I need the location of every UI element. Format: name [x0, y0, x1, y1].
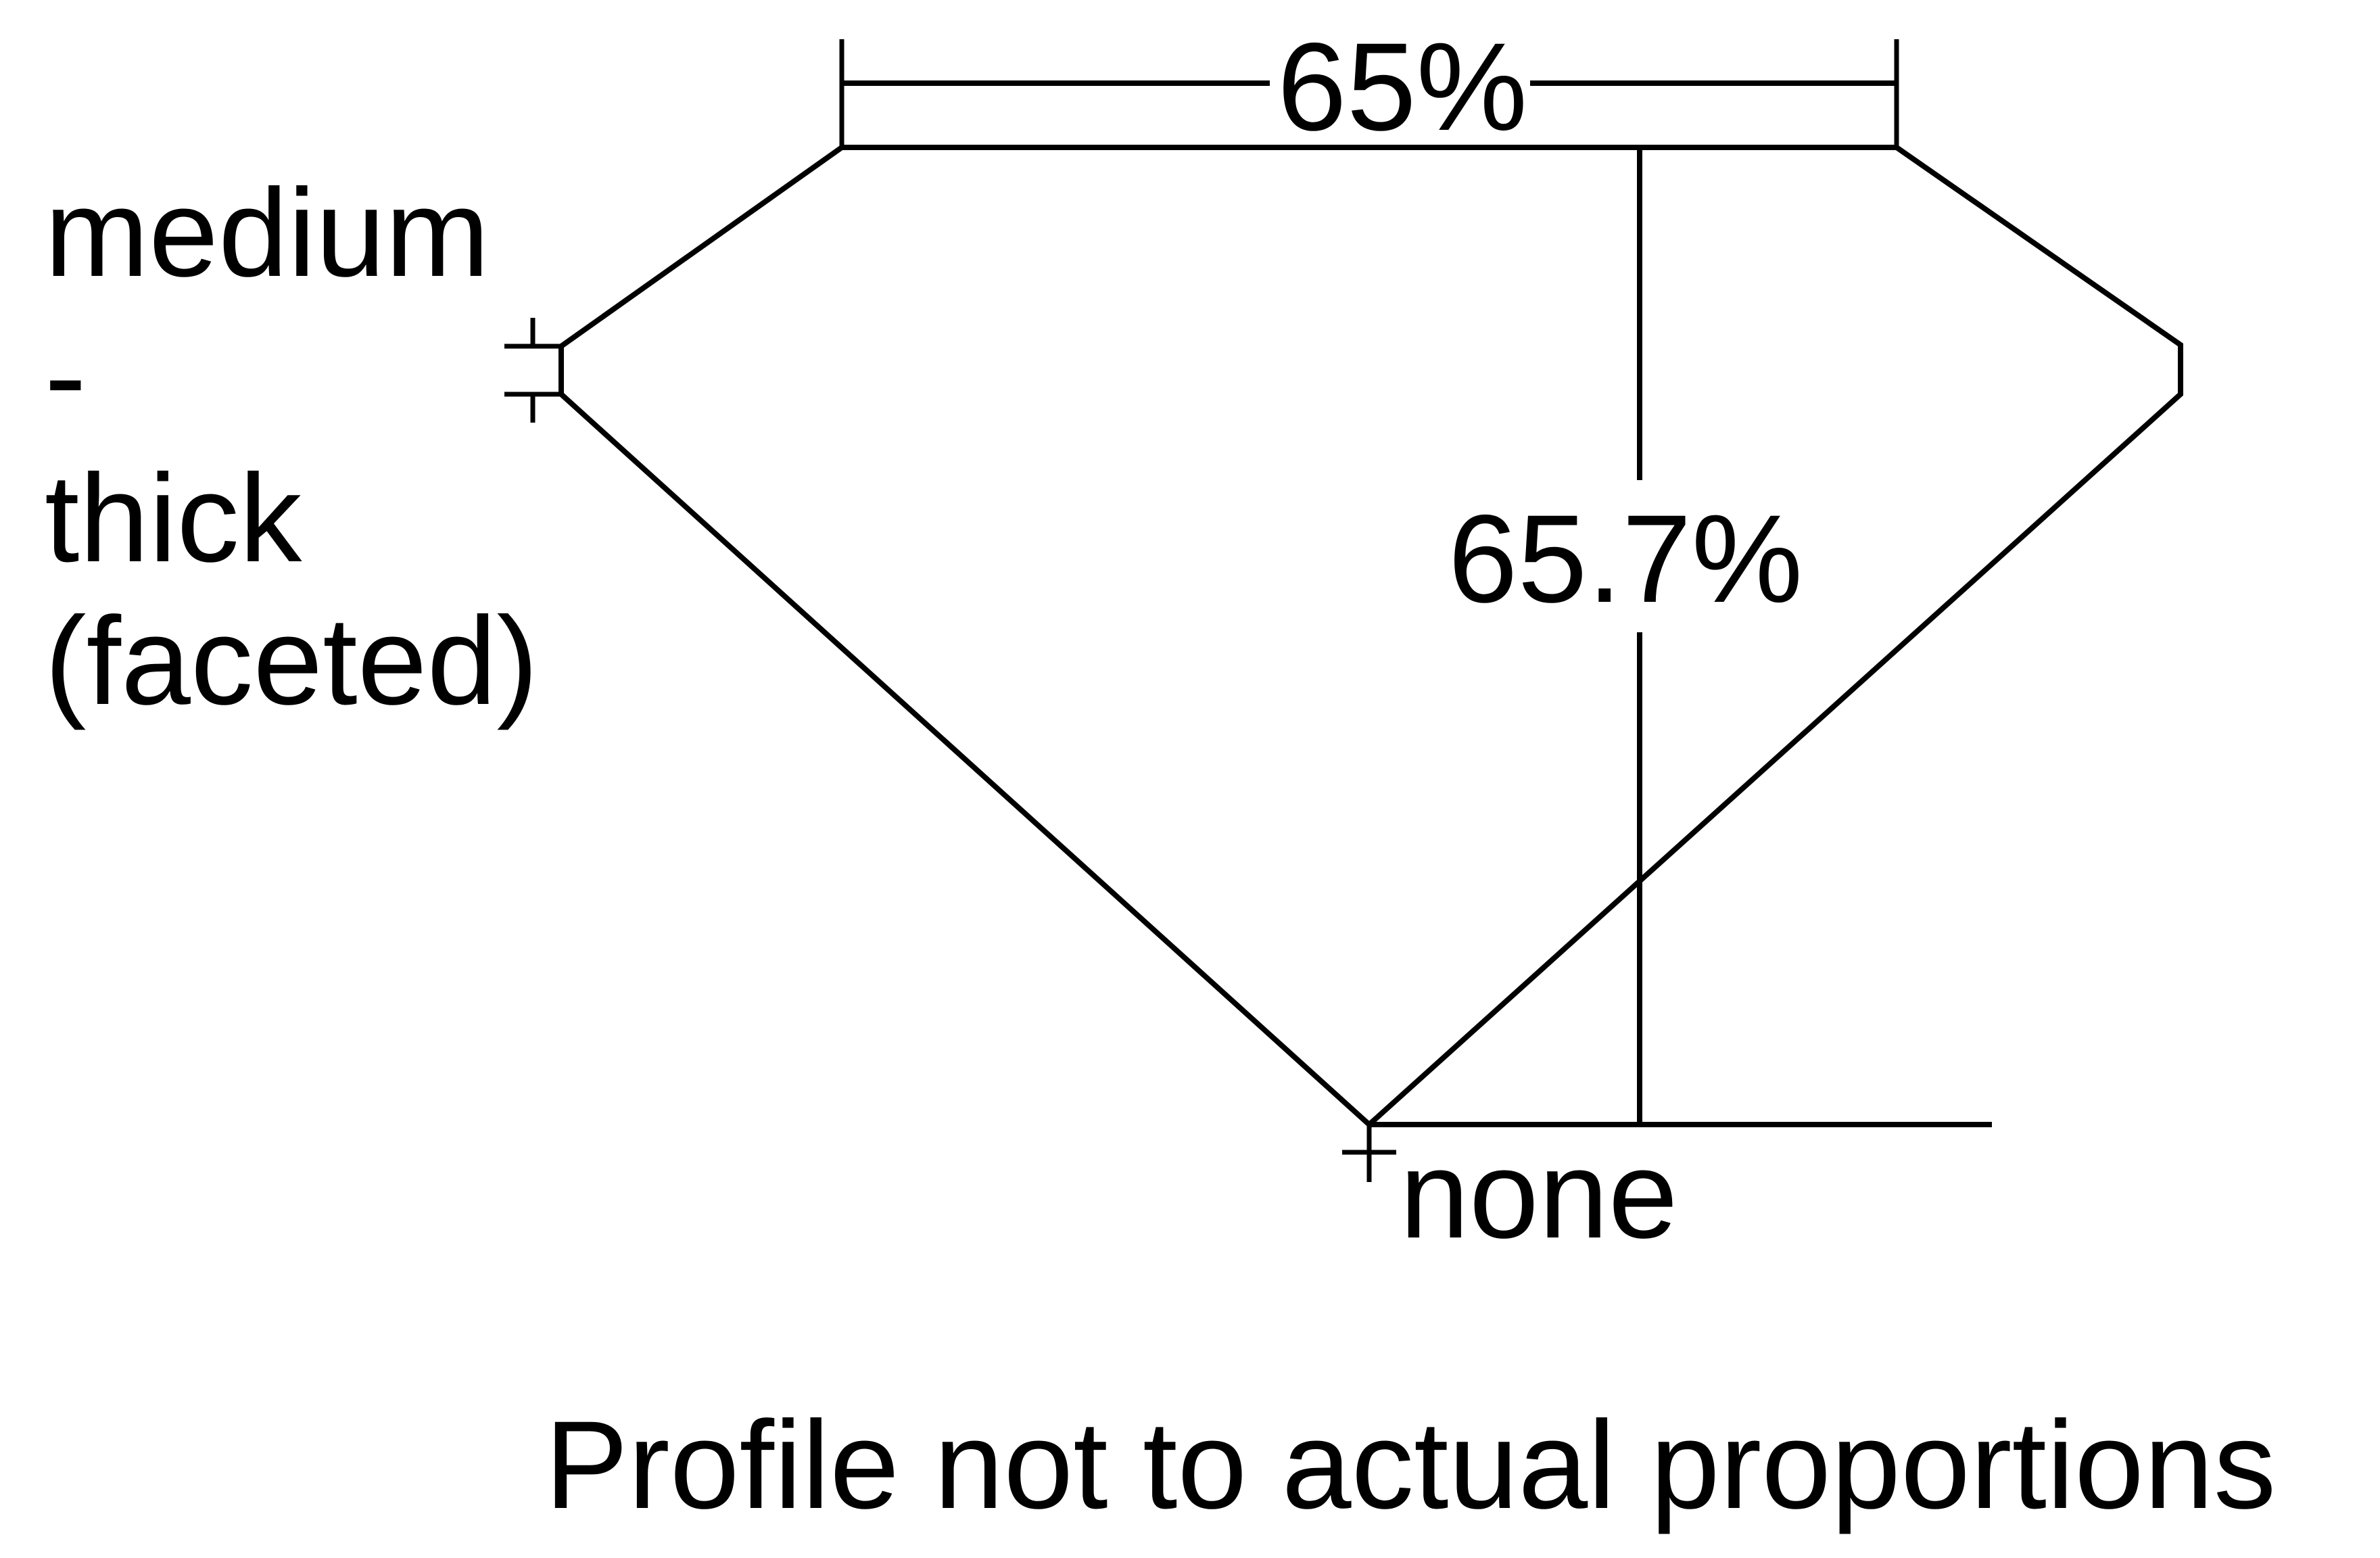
caption: Profile not to actual proportions [545, 1396, 2277, 1535]
depth-dimension: 65.7% [1448, 147, 1803, 1125]
table-width-dimension: 65% [839, 18, 1899, 157]
culet-label: none [1400, 1125, 1678, 1265]
girdle-label-line-1: medium [45, 164, 490, 303]
girdle-label-line-4: (faceted) [45, 592, 538, 731]
girdle-label-line-2: - [45, 306, 87, 446]
table-width-label: 65% [1277, 18, 1527, 157]
culet-marker: none [1342, 1122, 1992, 1265]
girdle-label: medium - thick (faceted) [45, 164, 538, 731]
depth-label: 65.7% [1448, 490, 1803, 629]
girdle-dimension [504, 318, 561, 423]
diamond-outline [558, 145, 2183, 1129]
girdle-label-line-3: thick [45, 449, 302, 588]
